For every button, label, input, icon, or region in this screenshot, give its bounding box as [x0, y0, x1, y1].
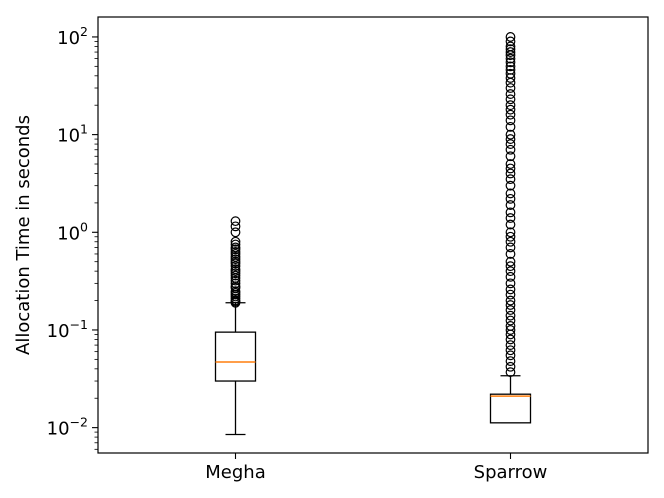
y-tick-label: 102: [57, 24, 88, 49]
iqr-box: [489, 393, 532, 424]
outlier-point: [505, 310, 516, 321]
outlier-point: [505, 188, 516, 199]
outlier-point: [505, 289, 516, 300]
outlier-point: [505, 219, 516, 230]
outlier-point: [505, 68, 516, 79]
box-sparrow: [489, 32, 532, 424]
outlier-point: [505, 207, 516, 218]
outlier-point: [230, 236, 241, 247]
x-axis-ticks: Megha Sparrow: [205, 453, 547, 483]
outlier-point: [505, 61, 516, 72]
y-tick-label: 10−1: [47, 317, 88, 342]
outlier-point: [505, 295, 516, 306]
outlier-point: [505, 64, 516, 75]
outlier-point: [505, 236, 516, 247]
outlier-point: [230, 278, 241, 289]
outlier-point: [505, 305, 516, 315]
outlier-point: [505, 284, 516, 295]
outlier-point: [505, 315, 516, 326]
outlier-point: [505, 115, 516, 126]
outlier-point: [505, 104, 516, 115]
outlier-point: [505, 367, 516, 378]
outlier-point: [505, 325, 516, 335]
outlier-point: [505, 121, 516, 132]
outlier-point: [505, 83, 516, 93]
outlier-point: [505, 32, 516, 42]
outlier-point: [505, 345, 516, 356]
outlier-point: [230, 221, 241, 232]
plot-area: [97, 16, 649, 454]
outlier-point: [230, 239, 241, 250]
outlier-point: [505, 249, 516, 259]
outlier-point: [505, 109, 516, 120]
outlier-point: [505, 242, 516, 253]
y-axis-ticks: 10−2 10−1 100 101 102: [47, 24, 98, 450]
outlier-point: [505, 266, 516, 277]
outlier-point: [505, 361, 516, 372]
outlier-point: [505, 53, 516, 64]
outlier-point: [505, 271, 516, 282]
x-tick-label: Sparrow: [474, 462, 548, 483]
outlier-point: [505, 144, 516, 155]
outlier-point: [230, 261, 241, 272]
outlier-point: [505, 47, 516, 57]
outlier-point: [505, 100, 516, 111]
outlier-point: [230, 246, 241, 257]
outlier-point: [230, 275, 241, 286]
iqr-box: [214, 331, 257, 382]
outlier-point: [505, 134, 516, 144]
outlier-point: [505, 94, 516, 105]
outlier-point: [505, 356, 516, 366]
outlier-point: [505, 57, 516, 68]
outlier-point: [505, 278, 516, 289]
outlier-point: [505, 200, 516, 210]
y-tick-label: 101: [57, 122, 88, 147]
y-tick-label: 10−2: [47, 415, 88, 440]
outlier-point: [505, 89, 516, 99]
outlier-point: [505, 261, 516, 272]
outlier-point: [505, 350, 516, 361]
outlier-point: [505, 321, 516, 331]
outlier-point: [505, 41, 516, 52]
y-axis-label: Allocation Time in seconds: [13, 115, 34, 355]
outlier-point: [230, 251, 241, 262]
outlier-point: [505, 334, 516, 345]
outlier-point: [230, 264, 241, 274]
outlier-point: [505, 36, 516, 47]
outlier-point: [505, 139, 516, 149]
outlier-point: [505, 151, 516, 162]
outlier-point: [230, 227, 241, 238]
outlier-point: [505, 168, 516, 179]
outlier-point: [230, 256, 241, 267]
outlier-point: [505, 300, 516, 310]
box-megha: [214, 216, 257, 436]
outlier-point: [230, 286, 241, 296]
outlier-point: [505, 213, 516, 223]
outlier-point: [230, 216, 241, 227]
outlier-point: [505, 44, 516, 55]
outlier-point: [230, 242, 241, 253]
outlier-point: [505, 340, 516, 350]
y-tick-label: 100: [57, 219, 88, 244]
outlier-point: [505, 159, 516, 169]
outlier-point: [505, 129, 516, 140]
outlier-point: [505, 231, 516, 242]
outlier-point: [505, 174, 516, 185]
outlier-point: [505, 256, 516, 267]
outlier-point: [505, 227, 516, 238]
outlier-point: [505, 193, 516, 204]
outlier-point: [505, 163, 516, 174]
outlier-point: [505, 180, 516, 191]
x-tick-label: Megha: [205, 462, 265, 483]
box-series: [214, 32, 532, 436]
